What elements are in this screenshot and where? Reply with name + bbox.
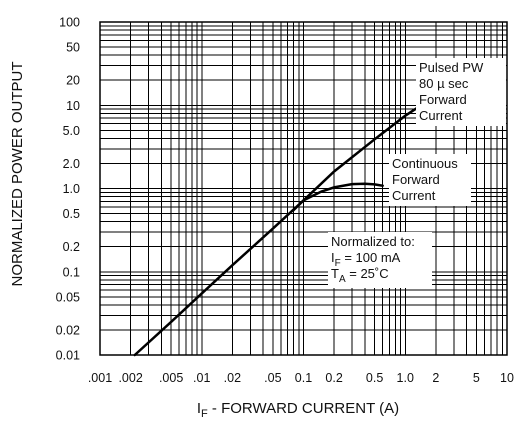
y-tick-label: 5.0 <box>63 124 80 138</box>
x-tick-label: 0.2 <box>325 371 342 385</box>
tick-labels: .001.002.005.01.02.05 0.1 0.2 0.5 1.0 2 5 10100… <box>56 16 514 386</box>
normalized-annotation-bg <box>328 232 432 288</box>
continuous-annotation-bg <box>389 154 471 206</box>
x-tick-label: .002 <box>118 371 142 385</box>
continuous-annotation-line: Forward <box>392 172 440 187</box>
y-tick-label: 0.05 <box>56 290 80 304</box>
pulsed-annotation-bg <box>416 58 506 126</box>
y-tick-label: 1.0 <box>63 182 80 196</box>
normalized-annotation-line: Normalized to: <box>331 234 415 249</box>
y-tick-label: 10 <box>66 99 80 113</box>
y-tick-label: 100 <box>59 16 80 30</box>
x-tick-label: 10 <box>500 371 514 385</box>
x-tick-label: 5 <box>473 371 480 385</box>
x-tick-label: .005 <box>159 371 183 385</box>
y-tick-label: 0.1 <box>63 265 80 279</box>
curves <box>133 97 433 357</box>
normalized-annotation-line: TA = 25˚C <box>331 266 389 285</box>
pulsed-annotation-line: Current <box>419 108 463 123</box>
y-tick-label: 0.01 <box>56 349 80 363</box>
continuous-annotation-line: Continuous <box>392 156 458 171</box>
x-tick-label: .05 <box>264 371 281 385</box>
y-tick-label: 50 <box>66 41 80 55</box>
x-tick-label: .02 <box>224 371 241 385</box>
pulsed-annotation-line: 80 µ sec <box>419 76 469 91</box>
pulsed-annotation-line: Forward <box>419 92 467 107</box>
y-tick-label: 0.5 <box>63 207 80 221</box>
x-tick-label: 1.0 <box>397 371 414 385</box>
x-tick-label: 0.5 <box>366 371 383 385</box>
pulsed-forward-current-curve <box>133 97 433 357</box>
x-tick-label: 0.1 <box>295 371 312 385</box>
x-tick-label: .001 <box>88 371 112 385</box>
normalized-annotation-line: IF = 100 mA <box>331 250 401 269</box>
y-tick-label: 20 <box>66 74 80 88</box>
x-tick-label: .01 <box>193 371 210 385</box>
x-tick-label: 2 <box>432 371 439 385</box>
y-tick-label: 0.02 <box>56 323 80 337</box>
continuous-annotation-line: Current <box>392 188 436 203</box>
y-tick-label: 2.0 <box>63 157 80 171</box>
continuous-forward-current-curve <box>292 182 384 212</box>
pulsed-annotation-line: Pulsed PW <box>419 60 484 75</box>
x-axis-label: IF - FORWARD CURRENT (A) <box>197 400 399 420</box>
y-tick-label: 0.2 <box>63 240 80 254</box>
y-axis-label: NORMALIZED POWER OUTPUT <box>9 61 26 286</box>
